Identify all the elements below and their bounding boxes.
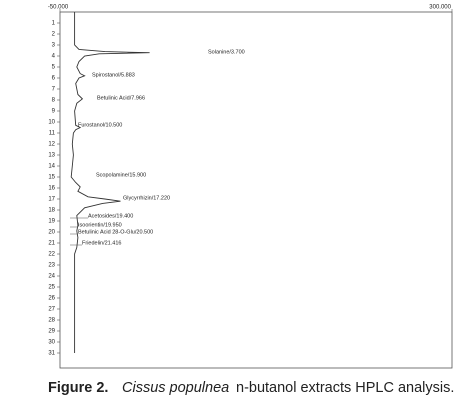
y-tick-label: 25 — [48, 285, 55, 291]
peak-label: Spirostanol/5.883 — [92, 72, 135, 78]
y-tick-label: 13 — [48, 153, 55, 159]
peak-label: Friedelin/21.416 — [82, 240, 121, 246]
y-tick-label: 31 — [48, 351, 55, 357]
y-tick-label: 8 — [52, 98, 56, 104]
peak-label: Solanine/3.700 — [208, 49, 245, 55]
y-tick-label: 21 — [48, 241, 55, 247]
y-tick-label: 14 — [48, 164, 55, 170]
y-tick-label: 7 — [52, 87, 56, 93]
caption-text: n-butanol extracts HPLC analysis. — [236, 380, 454, 396]
y-tick-label: 4 — [52, 54, 56, 60]
y-tick-label: 28 — [48, 318, 55, 324]
y-tick-label: 19 — [48, 219, 55, 225]
peak-label: Glycyrrhizin/17.220 — [123, 195, 170, 201]
y-tick-label: 16 — [48, 186, 55, 192]
y-tick-label: 10 — [48, 120, 55, 126]
y-tick-label: 15 — [48, 175, 55, 181]
caption-species: Cissus populnea — [122, 380, 229, 396]
peak-label: Betulinic Acid 28-O-Glu/20.500 — [78, 229, 153, 235]
y-tick-label: 2 — [52, 32, 56, 38]
plot-frame — [59, 11, 453, 369]
peak-label: Scopolamine/15.900 — [96, 172, 146, 178]
peak-label: Acetosides/19.400 — [88, 213, 133, 219]
x-tick-label: 300.000 — [429, 5, 451, 11]
peak-label: Furostanol/10.500 — [78, 122, 122, 128]
y-tick-label: 24 — [48, 274, 55, 280]
y-tick-label: 5 — [52, 65, 56, 71]
y-tick-label: 3 — [52, 43, 56, 49]
y-tick-label: 1 — [52, 21, 56, 27]
y-tick-label: 12 — [48, 142, 55, 148]
y-tick-label: 29 — [48, 329, 55, 335]
y-tick-label: 22 — [48, 252, 55, 258]
caption-label: Figure 2. — [48, 380, 108, 396]
y-tick-label: 18 — [48, 208, 55, 214]
y-tick-label: 11 — [49, 131, 56, 137]
y-tick-label: 30 — [48, 340, 55, 346]
x-tick-label: -50.000 — [48, 5, 69, 11]
y-tick-label: 20 — [48, 230, 55, 236]
y-tick-label: 9 — [52, 109, 56, 115]
y-tick-label: 23 — [48, 263, 55, 269]
trace — [70, 12, 150, 353]
y-tick-label: 27 — [48, 307, 55, 313]
y-tick-label: 17 — [48, 197, 55, 203]
y-tick-label: 6 — [52, 76, 56, 82]
y-tick-label: 26 — [48, 296, 55, 302]
peak-label: Betulinic Acid/7.966 — [97, 95, 145, 101]
peak-label: Isoorientin/19.950 — [78, 222, 122, 228]
